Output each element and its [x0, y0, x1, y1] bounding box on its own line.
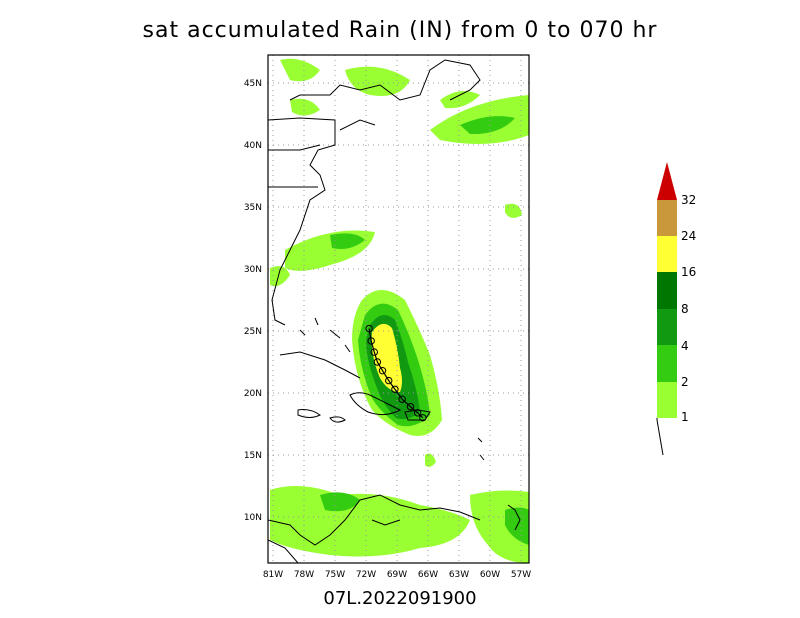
- lat-tick: 45N: [244, 79, 262, 89]
- storm-track-point: [413, 409, 422, 417]
- colorbar-swatch: [657, 345, 677, 382]
- storm-track-point: [391, 385, 399, 393]
- colorbar-bottom-tail: [656, 418, 664, 456]
- lat-tick: 40N: [244, 141, 262, 151]
- colorbar-swatch: [657, 236, 677, 272]
- storm-track-point: [385, 376, 393, 385]
- lon-tick: 75W: [325, 570, 345, 580]
- colorbar-label: 1: [681, 410, 689, 424]
- lon-tick: 81W: [263, 570, 283, 580]
- lon-tick: 69W: [387, 570, 407, 580]
- lat-axis: 45N 40N 35N 30N 25N 20N 15N 10N: [244, 79, 262, 523]
- lon-tick: 72W: [356, 570, 376, 580]
- lon-axis: 81W 78W 75W 72W 69W 66W 63W 60W 57W: [263, 570, 531, 580]
- colorbar-label: 8: [681, 302, 689, 316]
- storm-id-label: 07L.2022091900: [323, 588, 477, 609]
- lon-tick: 78W: [294, 570, 314, 580]
- coastlines: [268, 59, 521, 563]
- grid: [268, 55, 529, 563]
- lat-tick: 20N: [244, 389, 262, 399]
- colorbar-label: 16: [681, 265, 696, 279]
- storm-track-point: [398, 395, 406, 403]
- lat-tick: 25N: [244, 327, 262, 337]
- lat-tick: 15N: [244, 451, 262, 461]
- storm-track-point: [378, 366, 387, 375]
- colorbar-swatch: [657, 309, 677, 345]
- storm-track-point: [367, 337, 375, 345]
- storm-track-point: [406, 402, 415, 411]
- colorbar-swatch: [657, 272, 677, 309]
- colorbar-swatch: [657, 200, 677, 236]
- storm-track-point: [370, 348, 378, 356]
- lon-tick: 63W: [449, 570, 469, 580]
- colorbar-label: 24: [681, 229, 696, 243]
- rain-field: [270, 58, 529, 563]
- lon-tick: 57W: [511, 570, 531, 580]
- colorbar: 1 2 4 8 16 24 32: [656, 162, 696, 456]
- colorbar-label: 32: [681, 193, 696, 207]
- lon-tick: 66W: [418, 570, 438, 580]
- colorbar-swatch: [657, 382, 677, 418]
- lon-tick: 60W: [480, 570, 500, 580]
- storm-track-point: [419, 414, 427, 422]
- storm-track-point: [365, 324, 373, 333]
- lat-tick: 30N: [244, 265, 262, 275]
- colorbar-label: 2: [681, 375, 689, 389]
- storm-track-point: [373, 358, 382, 366]
- storm-track: [365, 324, 427, 422]
- map-title: sat accumulated Rain (IN) from 0 to 070 …: [142, 18, 658, 43]
- lat-tick: 10N: [244, 513, 262, 523]
- colorbar-top-arrow: [657, 162, 677, 200]
- map-frame: [267, 54, 530, 564]
- colorbar-label: 4: [681, 339, 689, 353]
- lat-tick: 35N: [244, 203, 262, 213]
